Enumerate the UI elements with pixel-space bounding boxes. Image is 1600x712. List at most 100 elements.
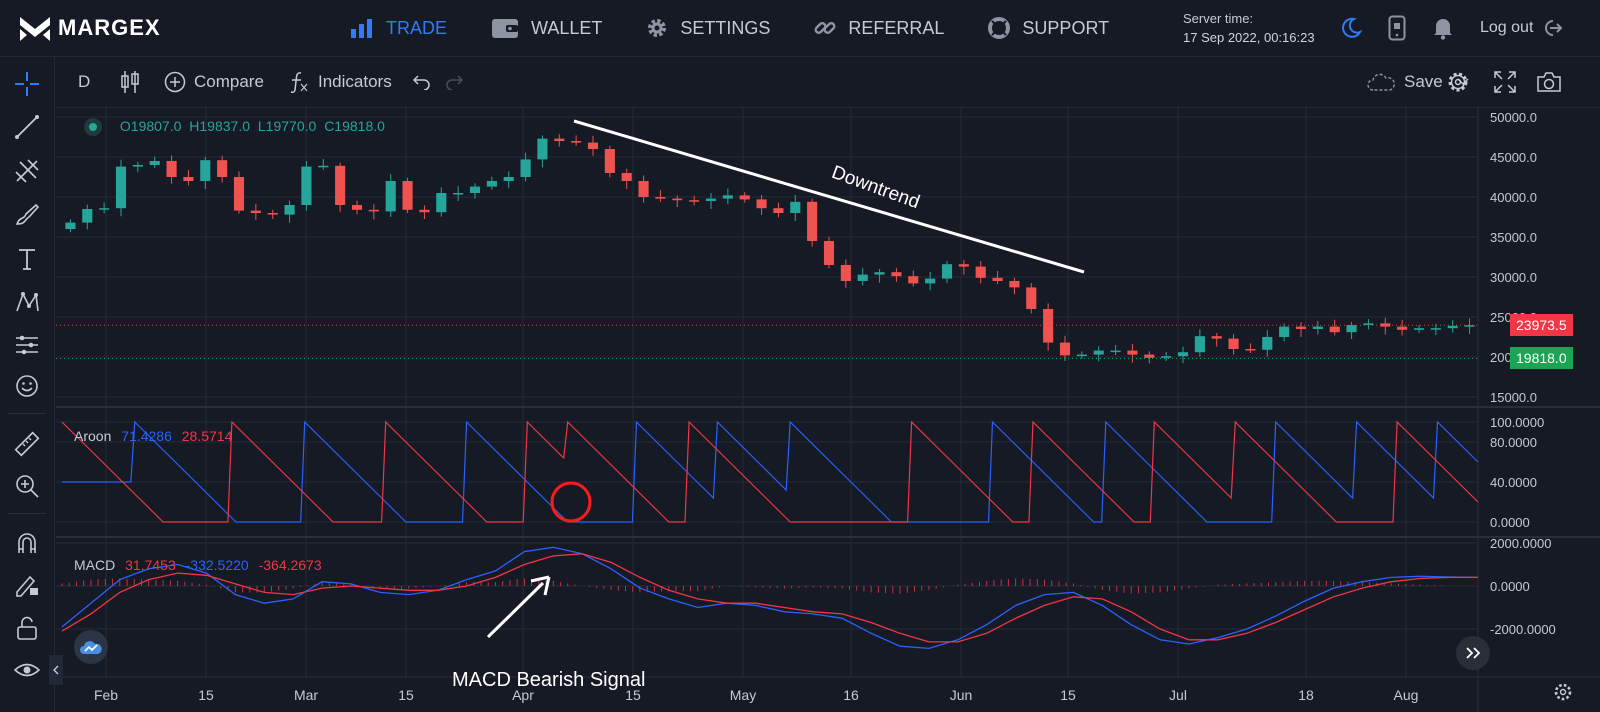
indicators-button[interactable]: Indicators [288,57,392,107]
fullscreen-button[interactable] [1494,57,1516,107]
aroon-axis-label: 80.0000 [1490,435,1537,450]
time-axis-label: Jun [950,687,973,703]
candle [82,209,93,223]
candle [908,276,919,284]
text-tool[interactable] [12,244,42,274]
price-axis-label: 30000.0 [1490,270,1537,285]
mobile-app-button[interactable] [1388,15,1406,41]
candle [486,181,497,187]
candle [1262,337,1273,350]
aroon-axis-label: 0.0000 [1490,515,1530,530]
aroon-up-value: 71.4286 [121,428,172,444]
brush-tool[interactable] [12,200,42,230]
smiley-icon [16,375,38,397]
last-price-badge: 23973.5 [1510,314,1573,337]
pattern-tool[interactable] [12,287,42,317]
candle [672,198,683,201]
candle [1312,326,1323,329]
brand-name: MARGEX [58,15,161,40]
zoom-in-icon [16,475,39,498]
hide-drawings-tool[interactable] [12,655,42,685]
macd-pane [61,546,1479,650]
nav-item-wallet[interactable]: WALLET [491,17,602,39]
ohlc-legend: O19807.0 H19837.0 L19770.0 C19818.0 [84,118,385,137]
aroon-name: Aroon [74,428,112,444]
candle [132,165,143,167]
candle [351,205,363,210]
chart-settings-button[interactable] [1446,57,1470,107]
symbol-status-dot[interactable] [84,118,102,137]
candle [1464,325,1475,327]
screenshot-button[interactable] [1536,57,1562,107]
candle [1026,287,1037,309]
zoom-tool[interactable] [12,471,42,501]
lock-drawings-tool[interactable] [12,570,42,600]
emoji-tool[interactable] [12,371,42,401]
notifications-button[interactable] [1432,16,1454,40]
ruler-tool[interactable] [12,429,42,459]
theme-toggle-button[interactable] [1340,17,1362,39]
nav-item-label: SUPPORT [1022,17,1110,38]
candle [453,193,464,195]
crosshair-tool[interactable] [12,69,42,99]
chart-properties-button[interactable] [1553,682,1573,707]
candle [368,209,379,212]
candle [520,159,531,177]
macd-axis-label: -2000.0000 [1490,622,1556,637]
undo-icon [412,75,430,90]
nav-item-settings[interactable]: SETTINGS [646,17,770,39]
magnet-tool[interactable] [12,528,42,558]
redo-button[interactable] [444,57,464,107]
pane-separators [56,107,1600,712]
price-axis-label: 50000.0 [1490,110,1537,125]
candle [1228,338,1239,349]
margex-logo-icon [20,17,50,41]
candle [1059,342,1071,356]
tradingview-logo-button[interactable] [74,630,108,664]
chart-type-button[interactable] [120,57,140,107]
candle [99,208,110,210]
undo-button[interactable] [412,57,432,107]
toolbar-divider [8,513,46,514]
cloud-chart-icon [80,641,102,654]
pitchfork-tool[interactable] [12,156,42,186]
ohlc-high: H19837.0 [189,118,250,134]
candle [689,200,700,202]
candle [705,198,717,201]
unlock-tool[interactable] [12,613,42,643]
drawing-toolbar [0,57,55,712]
aroon-up-line [62,420,1479,523]
margex-logo[interactable]: MARGEX [18,12,161,44]
save-label: Save [1404,72,1443,91]
candle [537,138,548,160]
cloud-icon [1367,73,1396,91]
interval-button[interactable]: D [78,57,90,107]
candle [1397,326,1408,330]
lifebuoy-icon [988,17,1011,39]
logout-button[interactable]: Log out [1480,18,1563,38]
candle [1076,354,1087,357]
chart-canvas[interactable]: 50000.045000.040000.035000.030000.025000… [56,107,1600,712]
candle [402,181,413,210]
price-axis-label: 15000.0 [1490,390,1537,405]
sliders-icon [16,335,38,355]
nav-item-trade[interactable]: TRADE [350,18,447,39]
nav-item-referral[interactable]: REFERRAL [814,17,944,39]
aroon-crossover-highlight [550,481,592,523]
compare-button[interactable]: Compare [164,57,264,107]
macd-axis-label: 2000.0000 [1490,536,1551,551]
measure-tool[interactable] [12,330,42,360]
trend-line-tool[interactable] [12,112,42,142]
candle [1161,356,1172,358]
candles-icon [121,71,139,93]
scroll-to-realtime-button[interactable] [1456,636,1490,670]
candle [1110,350,1121,353]
macd-hist-value: 31.7453 [125,557,176,573]
collapse-toolbar-button[interactable] [49,655,63,685]
logout-label: Log out [1480,19,1534,36]
server-time: Server time: 17 Sep 2022, 00:16:23 [1183,9,1315,47]
price-axis-label: 35000.0 [1490,230,1537,245]
nav-item-support[interactable]: SUPPORT [988,17,1109,39]
pencil-lock-icon [16,575,38,597]
candle [250,210,261,213]
